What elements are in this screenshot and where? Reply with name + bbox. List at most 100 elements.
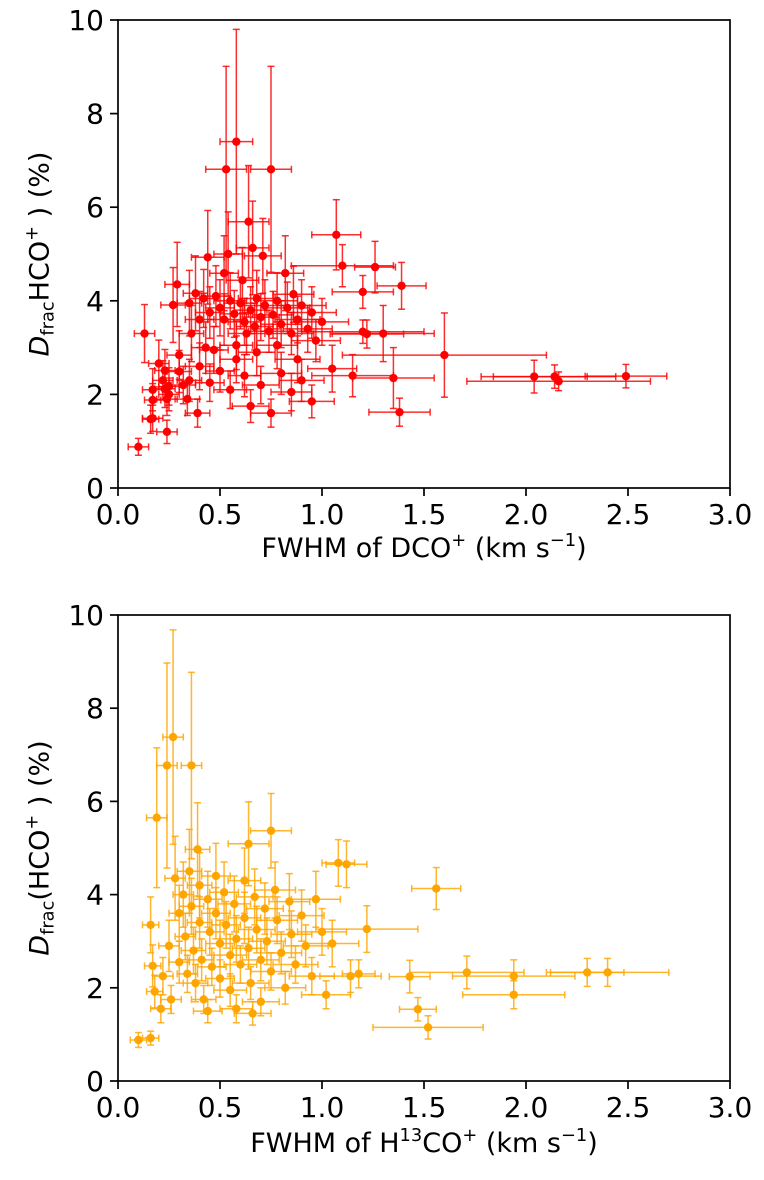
data-point-marker [346, 971, 355, 981]
y-tick-label: 8 [86, 692, 104, 725]
label-segment: CO [422, 1128, 463, 1159]
data-point-marker [181, 932, 190, 941]
data-point-marker [317, 927, 327, 937]
data-point-marker [175, 350, 184, 360]
label-segment: ) [587, 1128, 598, 1159]
data-point-marker [215, 939, 225, 948]
y-tick-label: 10 [68, 599, 104, 632]
data-point-marker [150, 987, 159, 996]
data-point-marker [423, 1023, 433, 1032]
data-point-marker [268, 310, 278, 320]
data-point-marker [160, 366, 170, 375]
data-points [129, 629, 670, 1049]
data-point-marker [440, 350, 449, 360]
data-point-marker [321, 990, 331, 999]
data-point-marker [287, 329, 296, 338]
data-point-marker [195, 362, 204, 371]
panel2-x-axis-label: FWHM of H13CO+ (km s−1) [42, 1125, 764, 1159]
data-point-marker [297, 376, 306, 385]
data-point-marker [301, 941, 310, 951]
data-point-marker [230, 899, 239, 909]
data-point-marker [246, 978, 255, 988]
data-point-marker [226, 950, 235, 960]
data-point-marker [311, 895, 321, 904]
data-point-marker [154, 359, 163, 368]
data-point-marker [348, 371, 357, 380]
label-segment: −1 [549, 530, 577, 552]
label-segment: FWHM of H [250, 1128, 400, 1159]
data-point-marker [603, 968, 612, 977]
data-point-marker [183, 394, 192, 404]
x-tick-label: 0.5 [198, 498, 243, 531]
data-point-marker [293, 315, 302, 324]
y-tick-label: 4 [86, 879, 104, 912]
error-bar [190, 984, 217, 1015]
data-point-marker [232, 355, 241, 364]
x-tick-label: 0.0 [96, 1091, 141, 1124]
data-point-marker [395, 407, 404, 417]
data-point-marker [246, 305, 255, 315]
data-point-marker [242, 329, 251, 338]
data-point-marker [215, 974, 225, 983]
data-point-marker [134, 1035, 143, 1045]
data-point-marker [554, 377, 563, 386]
data-point-marker [277, 369, 286, 378]
data-point-marker [621, 371, 631, 381]
x-tick-label: 2.5 [606, 1091, 651, 1124]
label-segment: frac [37, 301, 59, 336]
label-segment: −1 [560, 1125, 588, 1147]
label-segment: FWHM of DCO [261, 533, 452, 564]
x-axis-ticks: 0.0 0.5 1.0 1.5 2.0 2.5 3.0 [96, 1081, 752, 1124]
data-point-marker [215, 366, 225, 376]
x-tick-label: 0.0 [96, 498, 141, 531]
data-point-marker [191, 978, 200, 988]
data-point-marker [219, 888, 229, 897]
data-point-marker [232, 341, 241, 350]
data-point-marker [289, 290, 298, 299]
data-point-marker [172, 280, 182, 289]
data-point-marker [156, 1004, 166, 1013]
panel1-x-axis-label: FWHM of DCO+ (km s−1) [42, 530, 764, 564]
error-bar [184, 398, 211, 428]
data-point-marker [266, 967, 276, 976]
label-segment: + [462, 1125, 478, 1147]
data-point-marker [379, 329, 388, 338]
data-point-marker [244, 943, 253, 953]
data-point-marker [264, 327, 274, 336]
data-point-marker [509, 971, 518, 981]
data-point-marker [405, 972, 414, 981]
data-point-marker [140, 329, 149, 338]
data-point-marker [168, 300, 178, 310]
data-point-marker [362, 329, 372, 339]
y-tick-label: 0 [86, 472, 104, 505]
data-point-marker [238, 276, 247, 285]
label-segment: ) [576, 533, 587, 564]
x-tick-label: 2.5 [606, 498, 651, 531]
data-point-marker [152, 813, 161, 822]
data-point-marker [256, 312, 265, 322]
data-points [127, 28, 668, 456]
panel2-y-axis-label: Dfrac(HCO+ ) (%) [22, 740, 59, 955]
data-point-marker [164, 941, 174, 951]
data-point-marker [205, 308, 214, 317]
y-tick-label: 6 [86, 785, 104, 818]
data-point-marker [354, 969, 363, 979]
data-point-marker [205, 927, 214, 937]
data-point-marker [166, 995, 176, 1004]
data-point-marker [358, 287, 367, 297]
data-point-marker [307, 971, 316, 981]
data-point-marker [252, 294, 261, 303]
data-point-marker [338, 261, 347, 270]
panel1-y-axis-label: DfracHCO+ ) (%) [22, 152, 59, 357]
data-point-marker [187, 329, 196, 338]
data-point-marker [270, 885, 280, 895]
data-point-marker [244, 839, 253, 849]
data-point-marker [226, 296, 235, 305]
data-point-marker [197, 955, 206, 965]
data-point-marker [203, 895, 212, 904]
data-point-marker [266, 165, 276, 174]
data-point-marker [252, 348, 261, 357]
data-point-marker [193, 845, 202, 854]
